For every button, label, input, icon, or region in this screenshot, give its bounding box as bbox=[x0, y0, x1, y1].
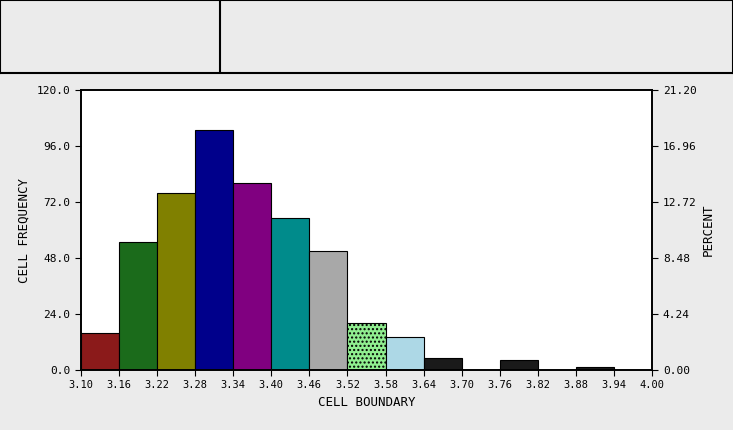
Bar bbox=[271, 218, 309, 370]
Bar bbox=[233, 184, 271, 370]
Bar bbox=[424, 358, 462, 370]
Y-axis label: PERCENT: PERCENT bbox=[702, 204, 715, 256]
Y-axis label: CELL FREQUENCY: CELL FREQUENCY bbox=[18, 178, 31, 283]
Bar bbox=[386, 337, 424, 370]
Bar bbox=[195, 130, 233, 370]
Bar bbox=[347, 323, 386, 370]
Bar bbox=[309, 251, 347, 370]
Bar bbox=[157, 193, 195, 370]
Bar bbox=[119, 242, 157, 370]
Bar bbox=[500, 360, 538, 370]
Bar bbox=[576, 368, 614, 370]
Bar bbox=[81, 332, 119, 370]
X-axis label: CELL BOUNDARY: CELL BOUNDARY bbox=[317, 396, 416, 409]
